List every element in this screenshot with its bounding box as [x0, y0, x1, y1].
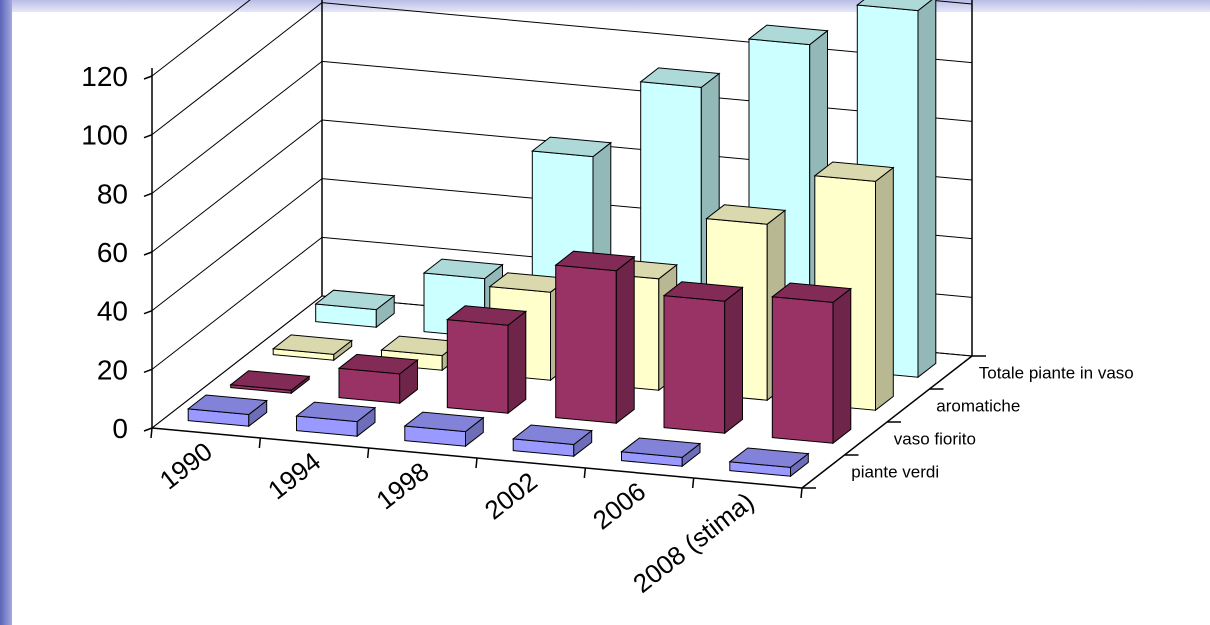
bar-top-face — [770, 282, 853, 303]
side-wall-gridline — [151, 60, 323, 194]
bar — [186, 394, 269, 428]
x-tick-label: 1990 — [154, 436, 218, 495]
bar-top-face — [314, 289, 396, 311]
bar-top-face — [639, 67, 721, 88]
bar — [271, 334, 354, 362]
bar-side-face — [507, 310, 527, 415]
bar-top-face — [728, 447, 810, 468]
bar-top-face — [445, 305, 528, 326]
floor-left-edge — [151, 295, 323, 429]
bar-top-face — [403, 411, 485, 433]
bar-side-face — [615, 255, 635, 425]
y-tick-mark — [143, 75, 153, 80]
side-wall-gridline — [151, 0, 251, 77]
x-tick-label: 1994 — [262, 446, 326, 505]
bar-top-face — [511, 424, 594, 446]
bar — [403, 411, 485, 448]
bar-top-face — [662, 281, 744, 302]
bar-top-face — [855, 0, 933, 12]
side-wall-gridline — [151, 119, 323, 253]
series-label: Totale piante in vaso — [979, 364, 1134, 383]
y-tick-label: 100 — [81, 120, 128, 151]
bar-front-face — [555, 264, 617, 424]
bar-top-face — [530, 136, 613, 158]
side-wall-gridline — [151, 236, 323, 370]
x-tick-mark — [366, 447, 370, 459]
bar-top-face — [705, 204, 787, 225]
y-tick-label: 0 — [112, 413, 128, 444]
bar-front-face — [771, 296, 834, 444]
bar-side-face — [875, 166, 894, 412]
slide-left-border — [0, 0, 12, 625]
bar — [422, 258, 504, 339]
x-tick-mark — [150, 427, 153, 439]
x-tick-mark — [258, 437, 262, 449]
bar-front-face — [446, 319, 509, 414]
y-tick-mark — [143, 427, 153, 432]
bar — [554, 250, 636, 425]
x-tick-label: 2002 — [479, 466, 543, 525]
y-tick-mark — [143, 192, 153, 198]
y-tick-mark — [143, 251, 153, 256]
bar — [445, 305, 528, 415]
series-label: piante verdi — [851, 463, 939, 482]
bar-side-face — [832, 287, 852, 445]
bar-top-face — [554, 250, 636, 272]
x-tick-label: 2006 — [587, 476, 651, 535]
y-tick-mark — [143, 133, 153, 139]
bar-top-face — [747, 24, 829, 46]
bar — [314, 289, 396, 329]
bar-top-face — [620, 437, 702, 458]
y-tick-mark — [143, 368, 153, 374]
y-tick-label: 80 — [97, 178, 128, 209]
bar — [662, 281, 744, 435]
bar — [511, 424, 594, 458]
x-tick-mark — [583, 467, 587, 479]
series-label: vaso fiorito — [894, 430, 976, 449]
bar — [337, 353, 419, 405]
bar-side-face — [917, 0, 937, 379]
x-tick-mark — [475, 457, 478, 469]
series-label: aromatiche — [936, 397, 1020, 416]
side-wall-gridline — [151, 2, 323, 136]
bar-top-face — [813, 161, 895, 182]
x-tick-mark — [691, 477, 695, 489]
x-tick-mark — [800, 487, 803, 499]
bar-top-face — [337, 353, 419, 375]
y-tick-mark — [143, 309, 153, 315]
bar-side-face — [724, 286, 743, 435]
bar — [295, 401, 377, 438]
x-tick-label: 1998 — [370, 456, 434, 515]
side-wall-gridline — [151, 178, 323, 312]
y-tick-label: 120 — [81, 61, 128, 92]
bar-top-face — [271, 334, 354, 355]
x-tick-label: 2008 (stima) — [627, 486, 759, 599]
bar-top-face — [186, 394, 269, 416]
bar-front-face — [663, 295, 726, 434]
y-tick-label: 60 — [97, 237, 128, 268]
bar — [620, 437, 702, 468]
bar-top-face — [229, 370, 311, 391]
y-tick-label: 40 — [97, 296, 128, 327]
bar-top-face — [295, 401, 377, 423]
bar-top-face — [422, 258, 504, 280]
bar — [229, 370, 311, 395]
bar — [728, 447, 810, 478]
y-tick-label: 20 — [97, 354, 128, 385]
bar — [770, 282, 853, 445]
